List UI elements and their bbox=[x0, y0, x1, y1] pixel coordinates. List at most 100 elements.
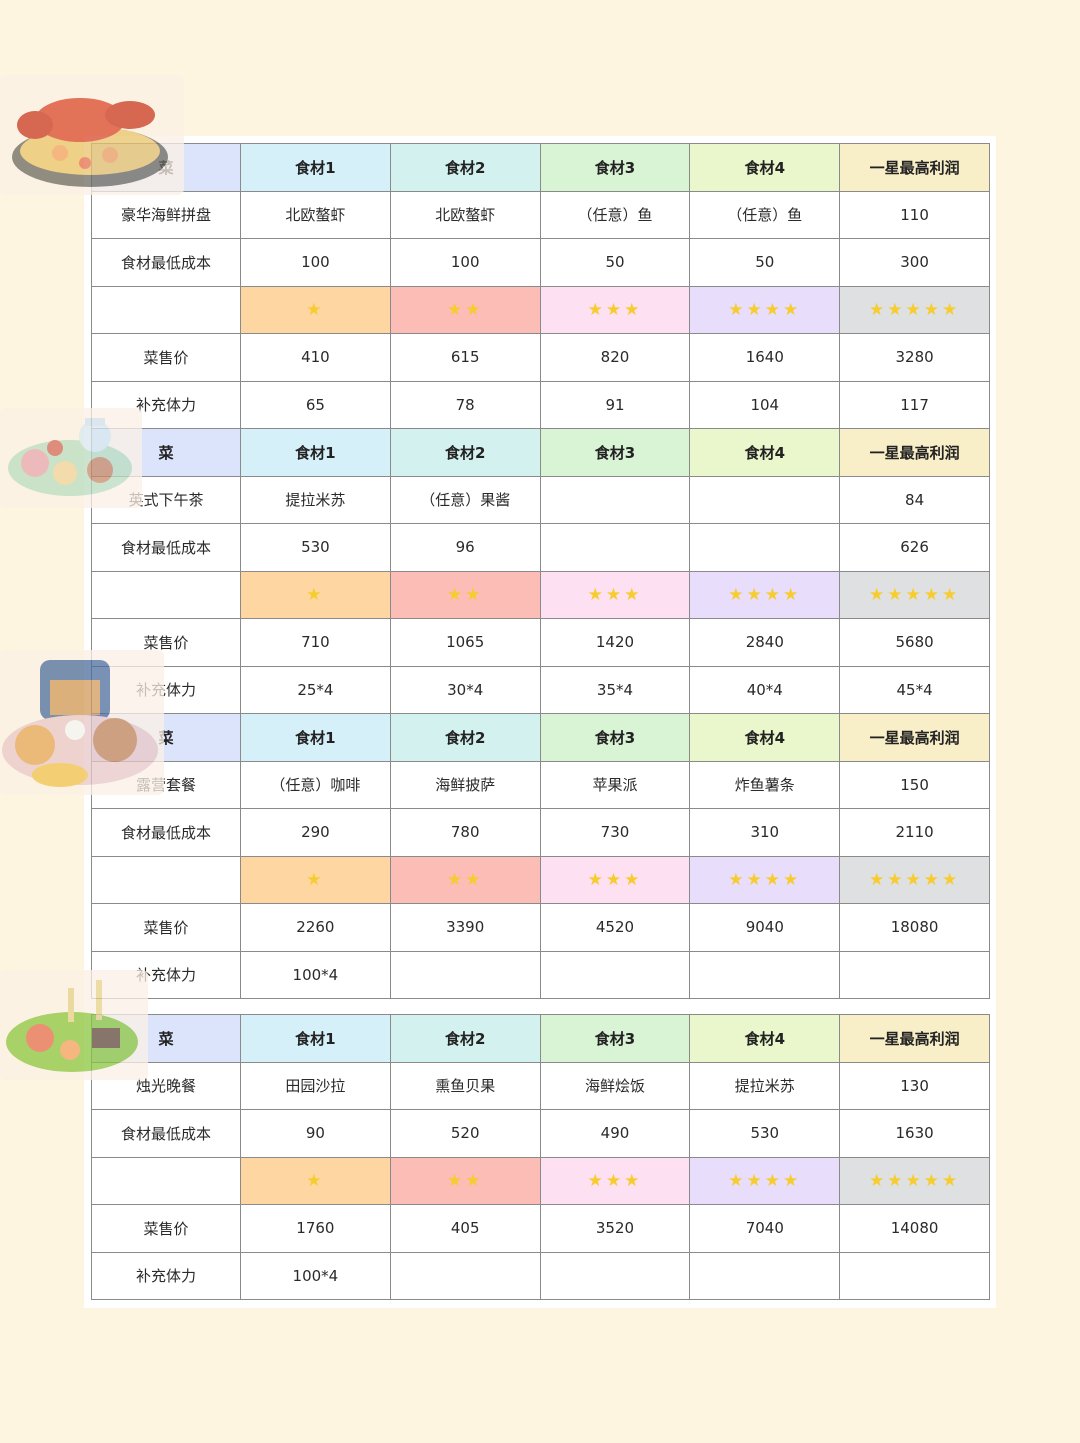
table-cell: 730 bbox=[539, 808, 691, 857]
table-cell: 18080 bbox=[839, 903, 990, 952]
star-icon: ★★★★ bbox=[728, 1170, 802, 1191]
table-cell bbox=[689, 523, 841, 572]
star-icon: ★★ bbox=[446, 869, 484, 890]
table-cell: 615 bbox=[389, 333, 541, 382]
table-cell: 710 bbox=[240, 618, 391, 667]
dish-row: 豪华海鲜拼盘 北欧螯虾 北欧螯虾 （任意）鱼 （任意）鱼 110 bbox=[91, 190, 990, 239]
table-cell: 50 bbox=[539, 238, 691, 287]
table-cell bbox=[539, 950, 691, 999]
header-cell: 食材4 bbox=[689, 143, 841, 192]
star-icon: ★ bbox=[306, 1170, 325, 1191]
row-label: 补充体力 bbox=[91, 380, 241, 429]
row-label: 食材最低成本 bbox=[91, 238, 241, 287]
row-label: 食材最低成本 bbox=[91, 808, 241, 857]
table-cell: （任意）鱼 bbox=[539, 190, 691, 239]
star-tier-cell: ★★★ bbox=[539, 1156, 691, 1205]
table-cell bbox=[539, 523, 691, 572]
table-cell bbox=[689, 475, 841, 524]
cost-row: 食材最低成本 290 780 730 310 2110 bbox=[91, 808, 990, 857]
header-cell: 一星最高利润 bbox=[839, 428, 990, 477]
star-tier-cell: ★★ bbox=[389, 1156, 541, 1205]
table-cell: 84 bbox=[839, 475, 990, 524]
row-label: 豪华海鲜拼盘 bbox=[91, 190, 241, 239]
header-cell: 食材4 bbox=[689, 1014, 841, 1063]
table-cell: 530 bbox=[689, 1109, 841, 1158]
star-tier-cell: ★★★★ bbox=[689, 570, 841, 619]
table-cell bbox=[839, 1251, 990, 1300]
price-row: 菜售价 1760 405 3520 7040 14080 bbox=[91, 1204, 990, 1253]
table-cell: 410 bbox=[240, 333, 391, 382]
table-cell bbox=[539, 1251, 691, 1300]
table-cell bbox=[389, 950, 541, 999]
dish-table: 菜食材1食材2食材3食材4一星最高利润豪华海鲜拼盘北欧螯虾北欧螯虾（任意）鱼（任… bbox=[91, 143, 990, 429]
table-cell: 海鲜烩饭 bbox=[539, 1061, 691, 1110]
table-cell: 150 bbox=[839, 760, 990, 809]
table-cell: 96 bbox=[389, 523, 541, 572]
table-cell: 780 bbox=[389, 808, 541, 857]
star-icon: ★★ bbox=[446, 1170, 484, 1191]
header-cell: 食材3 bbox=[539, 143, 691, 192]
row-label: 菜售价 bbox=[91, 1204, 241, 1253]
star-icon: ★★★ bbox=[587, 1170, 643, 1191]
table-cell: 290 bbox=[240, 808, 391, 857]
header-cell: 食材1 bbox=[240, 1014, 391, 1063]
stars-row: ★ ★★ ★★★ ★★★★ ★★★★★ bbox=[91, 855, 990, 904]
header-cell: 食材4 bbox=[689, 428, 841, 477]
table-cell: 100 bbox=[389, 238, 541, 287]
header-cell: 食材3 bbox=[539, 713, 691, 762]
table-cell: 3520 bbox=[539, 1204, 691, 1253]
header-cell: 食材3 bbox=[539, 1014, 691, 1063]
table-cell: 35*4 bbox=[539, 665, 691, 714]
table-cell: 9040 bbox=[689, 903, 841, 952]
table-cell: 100*4 bbox=[240, 950, 391, 999]
cost-row: 食材最低成本 90 520 490 530 1630 bbox=[91, 1109, 990, 1158]
table-cell: 4520 bbox=[539, 903, 691, 952]
table-cell: 1065 bbox=[389, 618, 541, 667]
header-cell: 一星最高利润 bbox=[839, 1014, 990, 1063]
table-cell: 2110 bbox=[839, 808, 990, 857]
row-label: 食材最低成本 bbox=[91, 1109, 241, 1158]
row-label: 补充体力 bbox=[91, 1251, 241, 1300]
stars-row: ★ ★★ ★★★ ★★★★ ★★★★★ bbox=[91, 570, 990, 619]
table-cell: 405 bbox=[389, 1204, 541, 1253]
table-cell bbox=[389, 1251, 541, 1300]
candlelight-dinner-icon bbox=[0, 970, 148, 1080]
star-icon: ★★★★★ bbox=[868, 1170, 961, 1191]
stamina-row: 补充体力 65 78 91 104 117 bbox=[91, 380, 990, 429]
table-cell: 熏鱼贝果 bbox=[389, 1061, 541, 1110]
table-cell: 310 bbox=[689, 808, 841, 857]
star-icon: ★★ bbox=[446, 584, 484, 605]
table-cell: 130 bbox=[839, 1061, 990, 1110]
table-cell bbox=[539, 475, 691, 524]
star-icon: ★★★★ bbox=[728, 584, 802, 605]
table-cell: 490 bbox=[539, 1109, 691, 1158]
table-cell: 45*4 bbox=[839, 665, 990, 714]
star-tier-cell: ★★★ bbox=[539, 855, 691, 904]
table-cell: 1760 bbox=[240, 1204, 391, 1253]
blank-cell bbox=[91, 855, 241, 904]
row-label: 菜售价 bbox=[91, 333, 241, 382]
table-cell: 100 bbox=[240, 238, 391, 287]
table-cell: 50 bbox=[689, 238, 841, 287]
header-cell: 食材4 bbox=[689, 713, 841, 762]
table-cell: 北欧螯虾 bbox=[240, 190, 391, 239]
header-cell: 一星最高利润 bbox=[839, 713, 990, 762]
star-icon: ★★★★ bbox=[728, 299, 802, 320]
dish-row: 烛光晚餐 田园沙拉 熏鱼贝果 海鲜烩饭 提拉米苏 130 bbox=[91, 1061, 990, 1110]
table-cell bbox=[689, 950, 841, 999]
star-tier-cell: ★★★★ bbox=[689, 855, 841, 904]
star-icon: ★ bbox=[306, 299, 325, 320]
dish-table: 菜食材1 食材2 食材3 食材4 一星最高利润 露营套餐 （任意）咖啡 海鲜披萨 苹果派 炸鱼薯条… bbox=[91, 713, 990, 999]
header-cell: 食材2 bbox=[389, 143, 541, 192]
star-tier-cell: ★ bbox=[240, 1156, 391, 1205]
table-cell: 530 bbox=[240, 523, 391, 572]
table-cell: 2840 bbox=[689, 618, 841, 667]
star-tier-cell: ★★★ bbox=[539, 570, 691, 619]
table-cell: 78 bbox=[389, 380, 541, 429]
table-cell: 25*4 bbox=[240, 665, 391, 714]
star-icon: ★★★ bbox=[587, 299, 643, 320]
table-cell: 5680 bbox=[839, 618, 990, 667]
